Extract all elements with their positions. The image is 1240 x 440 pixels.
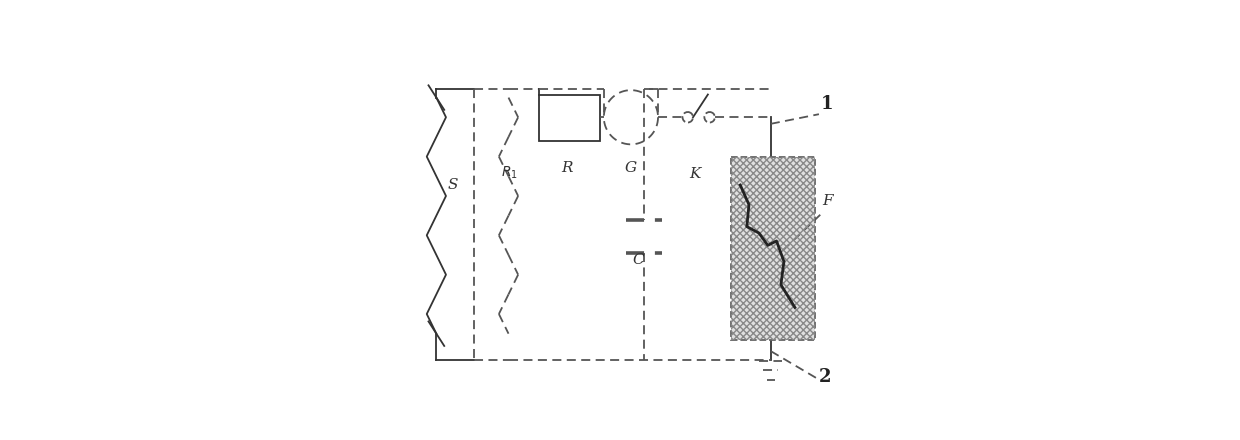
Text: $R_1$: $R_1$	[501, 164, 518, 181]
Text: G: G	[625, 161, 636, 175]
Text: F: F	[822, 194, 833, 208]
Bar	[732, 157, 815, 340]
Text: S: S	[448, 178, 459, 192]
Text: 1: 1	[821, 95, 833, 113]
Text: R: R	[560, 161, 573, 175]
Text: 2: 2	[818, 368, 832, 386]
Bar	[732, 157, 815, 340]
Text: C: C	[632, 253, 644, 267]
Polygon shape	[539, 95, 600, 141]
Text: K: K	[689, 168, 701, 181]
